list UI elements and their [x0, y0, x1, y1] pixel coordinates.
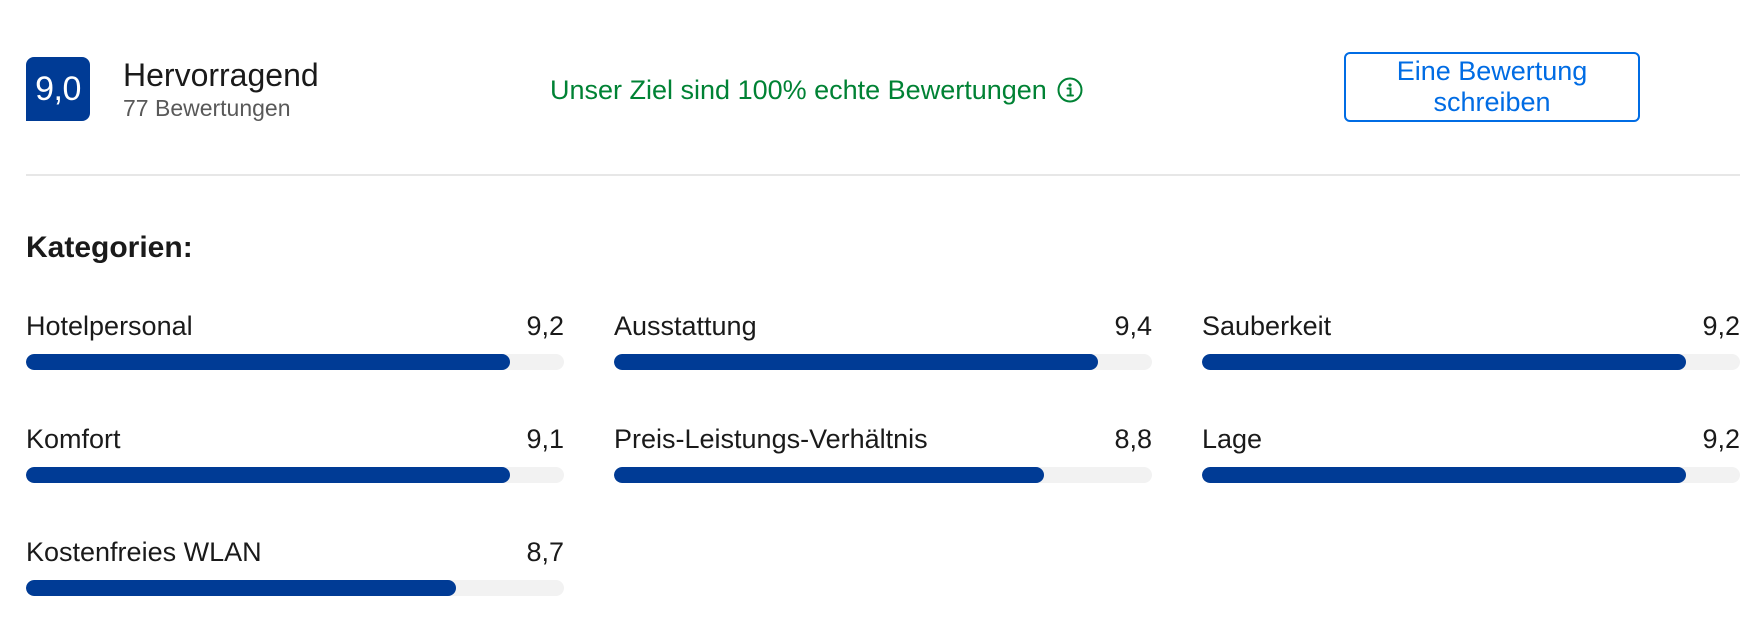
score-bar-track [614, 467, 1152, 483]
category-label: Lage [1202, 424, 1263, 454]
category-label: Kostenfreies WLAN [26, 537, 262, 567]
category-item: Preis-Leistungs-Verhältnis 8,8 [614, 419, 1152, 532]
category-score: 8,8 [1114, 424, 1152, 454]
category-row: Kostenfreies WLAN 8,7 [26, 532, 564, 572]
trust-text: Unser Ziel sind 100% echte Bewertungen [550, 74, 1047, 105]
category-label: Preis-Leistungs-Verhältnis [614, 424, 928, 454]
category-row: Preis-Leistungs-Verhältnis 8,8 [614, 419, 1152, 459]
category-score: 9,2 [1702, 424, 1740, 454]
score-bar-fill [1202, 354, 1687, 370]
category-grid: Hotelpersonal 9,2 Ausstattung 9,4 Sauberkeit… [26, 306, 1740, 634]
category-score: 9,2 [1702, 311, 1740, 341]
divider [26, 174, 1740, 176]
category-item: Kostenfreies WLAN 8,7 [26, 532, 564, 634]
score-bar-fill [614, 467, 1045, 483]
rating-word: Hervorragend [123, 57, 319, 93]
category-item: Komfort 9,1 [26, 419, 564, 532]
info-circle-icon[interactable] [1057, 77, 1083, 103]
score-bar-track [614, 354, 1152, 370]
category-label: Sauberkeit [1202, 311, 1332, 341]
category-row: Ausstattung 9,4 [614, 306, 1152, 346]
score-bar-track [26, 580, 564, 596]
category-item: Ausstattung 9,4 [614, 306, 1152, 419]
score-bar-fill [614, 354, 1099, 370]
rating-summary: Hervorragend 77 Bewertungen [123, 56, 319, 122]
categories-heading: Kategorien: [26, 231, 193, 264]
category-label: Hotelpersonal [26, 311, 193, 341]
score-bar-track [26, 354, 564, 370]
score-bar-fill [26, 580, 457, 596]
review-count: 77 Bewertungen [123, 95, 291, 121]
score-bar-fill [26, 354, 511, 370]
category-score: 9,4 [1114, 311, 1152, 341]
review-header: 9,0 Hervorragend 77 Bewertungen Unser Zi… [26, 52, 1740, 124]
category-row: Lage 9,2 [1202, 419, 1740, 459]
category-label: Ausstattung [614, 311, 757, 341]
overall-score-badge: 9,0 [26, 57, 90, 121]
score-bar-track [26, 467, 564, 483]
score-bar-fill [1202, 467, 1687, 483]
score-bar-track [1202, 354, 1740, 370]
category-row: Sauberkeit 9,2 [1202, 306, 1740, 346]
category-label: Komfort [26, 424, 121, 454]
category-row: Hotelpersonal 9,2 [26, 306, 564, 346]
category-item: Lage 9,2 [1202, 419, 1740, 532]
category-item: Sauberkeit 9,2 [1202, 306, 1740, 419]
score-bar-track [1202, 467, 1740, 483]
category-row: Komfort 9,1 [26, 419, 564, 459]
category-item: Hotelpersonal 9,2 [26, 306, 564, 419]
category-score: 8,7 [526, 537, 564, 567]
score-bar-fill [26, 467, 511, 483]
category-score: 9,2 [526, 311, 564, 341]
trust-message: Unser Ziel sind 100% echte Bewertungen [550, 72, 1083, 108]
category-score: 9,1 [526, 424, 564, 454]
write-review-button[interactable]: Eine Bewertung schreiben [1344, 52, 1640, 122]
